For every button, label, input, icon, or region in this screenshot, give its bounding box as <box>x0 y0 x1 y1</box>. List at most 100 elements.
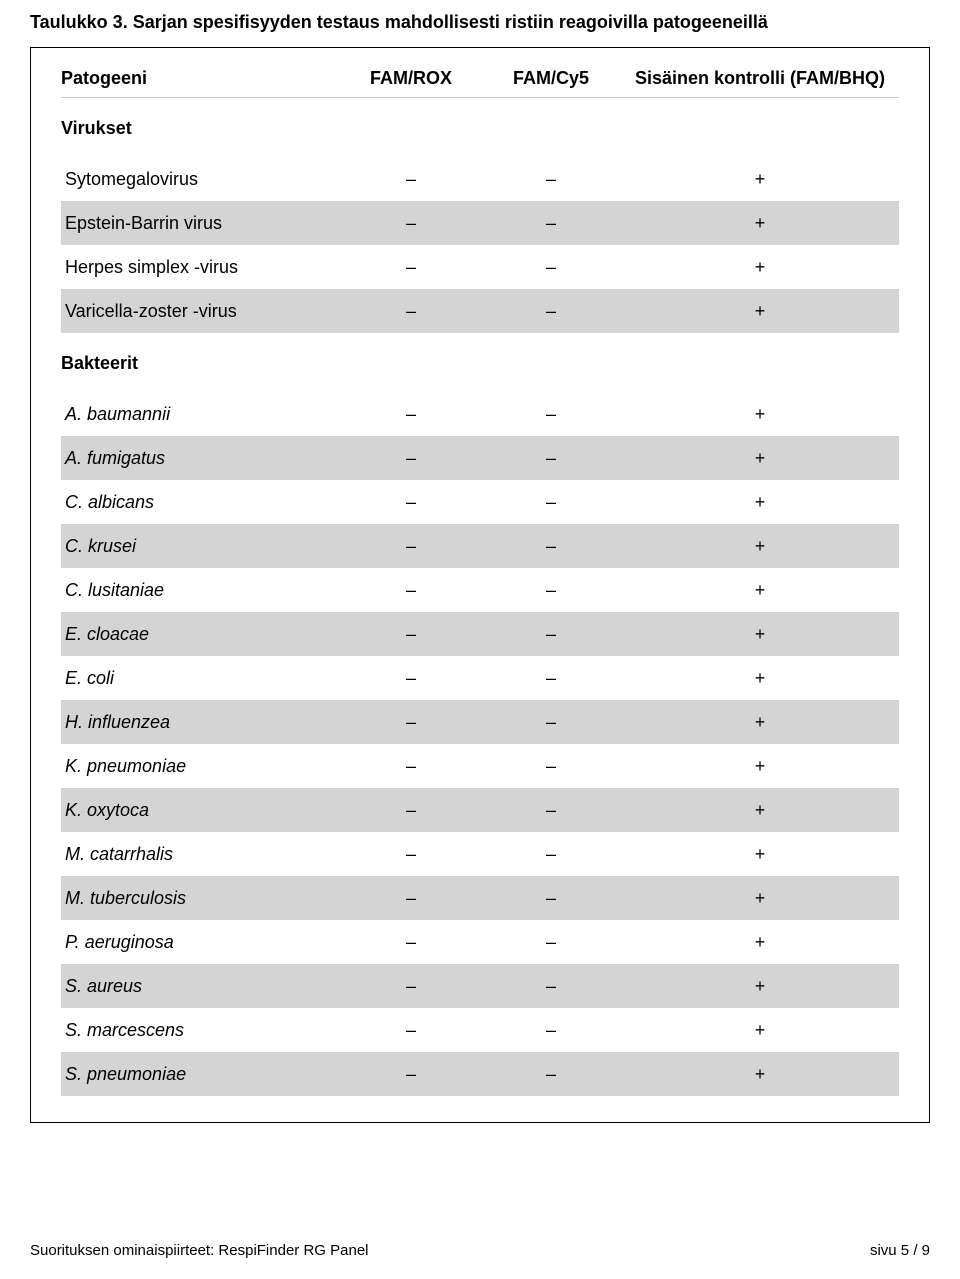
cell-control: + <box>621 624 899 645</box>
cell-control: + <box>621 932 899 953</box>
cell-famcy5: – <box>481 756 621 777</box>
cell-famcy5: – <box>481 844 621 865</box>
title-main: Sarjan spesifisyyden testaus mahdollises… <box>133 12 768 32</box>
cell-control: + <box>621 492 899 513</box>
cell-pathogen: C. krusei <box>61 536 341 557</box>
header-pathogen: Patogeeni <box>61 68 341 89</box>
cell-control: + <box>621 448 899 469</box>
cell-pathogen: H. influenzea <box>61 712 341 733</box>
table-row: M. catarrhalis––+ <box>61 832 899 876</box>
cell-pathogen: E. cloacae <box>61 624 341 645</box>
cell-pathogen: S. marcescens <box>61 1020 341 1041</box>
cell-pathogen: Herpes simplex -virus <box>61 257 341 278</box>
table-row: S. pneumoniae––+ <box>61 1052 899 1096</box>
table-row: A. fumigatus––+ <box>61 436 899 480</box>
cell-famcy5: – <box>481 404 621 425</box>
cell-pathogen: M. catarrhalis <box>61 844 341 865</box>
table-row: P. aeruginosa––+ <box>61 920 899 964</box>
footer-right: sivu 5 / 9 <box>870 1242 930 1259</box>
table-row: A. baumannii––+ <box>61 392 899 436</box>
cell-control: + <box>621 712 899 733</box>
cell-famcy5: – <box>481 1020 621 1041</box>
cell-famrox: – <box>341 257 481 278</box>
table-row: Varicella-zoster -virus––+ <box>61 289 899 333</box>
cell-pathogen: E. coli <box>61 668 341 689</box>
table-row: Herpes simplex -virus––+ <box>61 245 899 289</box>
cell-pathogen: C. albicans <box>61 492 341 513</box>
table-row: E. cloacae––+ <box>61 612 899 656</box>
cell-control: + <box>621 800 899 821</box>
cell-control: + <box>621 756 899 777</box>
cell-famrox: – <box>341 712 481 733</box>
cell-pathogen: S. aureus <box>61 976 341 997</box>
header-control: Sisäinen kontrolli (FAM/BHQ) <box>621 68 899 89</box>
header-famcy5: FAM/Cy5 <box>481 68 621 89</box>
cell-control: + <box>621 1064 899 1085</box>
cell-famrox: – <box>341 301 481 322</box>
cell-control: + <box>621 888 899 909</box>
cell-famrox: – <box>341 844 481 865</box>
header-famrox: FAM/ROX <box>341 68 481 89</box>
table-row: S. marcescens––+ <box>61 1008 899 1052</box>
cell-control: + <box>621 668 899 689</box>
table-row: E. coli––+ <box>61 656 899 700</box>
cell-pathogen: C. lusitaniae <box>61 580 341 601</box>
cell-famcy5: – <box>481 536 621 557</box>
cell-famrox: – <box>341 624 481 645</box>
cell-famrox: – <box>341 448 481 469</box>
cell-control: + <box>621 257 899 278</box>
cell-famrox: – <box>341 888 481 909</box>
cell-famrox: – <box>341 169 481 190</box>
cell-pathogen: Sytomegalovirus <box>61 169 341 190</box>
cell-famcy5: – <box>481 932 621 953</box>
cell-famcy5: – <box>481 624 621 645</box>
cell-famrox: – <box>341 668 481 689</box>
cell-famcy5: – <box>481 492 621 513</box>
cell-famcy5: – <box>481 976 621 997</box>
section-header: Bakteerit <box>61 333 899 392</box>
cell-pathogen: Epstein-Barrin virus <box>61 213 341 234</box>
table-row: M. tuberculosis––+ <box>61 876 899 920</box>
cell-control: + <box>621 404 899 425</box>
cell-famcy5: – <box>481 257 621 278</box>
cell-famrox: – <box>341 536 481 557</box>
cell-pathogen: K. oxytoca <box>61 800 341 821</box>
table-row: Epstein-Barrin virus––+ <box>61 201 899 245</box>
cell-control: + <box>621 301 899 322</box>
cell-control: + <box>621 1020 899 1041</box>
cell-famcy5: – <box>481 301 621 322</box>
cell-pathogen: A. baumannii <box>61 404 341 425</box>
cell-famcy5: – <box>481 1064 621 1085</box>
section-header: Virukset <box>61 98 899 157</box>
cell-famrox: – <box>341 1020 481 1041</box>
cell-pathogen: Varicella-zoster -virus <box>61 301 341 322</box>
table-row: K. pneumoniae––+ <box>61 744 899 788</box>
cell-control: + <box>621 213 899 234</box>
cell-pathogen: K. pneumoniae <box>61 756 341 777</box>
cell-famcy5: – <box>481 448 621 469</box>
table-row: C. krusei––+ <box>61 524 899 568</box>
cell-control: + <box>621 169 899 190</box>
table-row: C. albicans––+ <box>61 480 899 524</box>
cell-control: + <box>621 976 899 997</box>
cell-famcy5: – <box>481 712 621 733</box>
cell-famcy5: – <box>481 169 621 190</box>
cell-famcy5: – <box>481 668 621 689</box>
cell-control: + <box>621 580 899 601</box>
table-header-row: Patogeeni FAM/ROX FAM/Cy5 Sisäinen kontr… <box>61 68 899 98</box>
cell-pathogen: P. aeruginosa <box>61 932 341 953</box>
table-row: H. influenzea––+ <box>61 700 899 744</box>
cell-famrox: – <box>341 756 481 777</box>
cell-famrox: – <box>341 932 481 953</box>
cell-famrox: – <box>341 404 481 425</box>
cell-famcy5: – <box>481 213 621 234</box>
table-body: ViruksetSytomegalovirus––+Epstein-Barrin… <box>61 98 899 1096</box>
cell-famrox: – <box>341 213 481 234</box>
table-row: Sytomegalovirus––+ <box>61 157 899 201</box>
cell-pathogen: S. pneumoniae <box>61 1064 341 1085</box>
cell-pathogen: M. tuberculosis <box>61 888 341 909</box>
cell-pathogen: A. fumigatus <box>61 448 341 469</box>
footer-left: Suorituksen ominaispiirteet: RespiFinder… <box>30 1242 369 1259</box>
title-prefix: Taulukko 3. <box>30 12 133 32</box>
page-footer: Suorituksen ominaispiirteet: RespiFinder… <box>30 1242 930 1259</box>
